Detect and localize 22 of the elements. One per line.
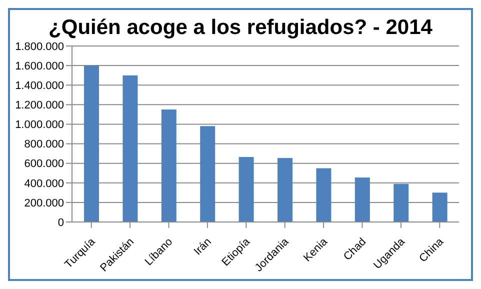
- y-tick-label: 0: [58, 216, 64, 229]
- bar: [200, 126, 216, 222]
- y-tick-label: 1.200.000: [15, 100, 64, 112]
- bar: [432, 192, 448, 222]
- y-tick-label: 1.600.000: [15, 60, 64, 72]
- y-tick-label: 1.800.000: [15, 40, 64, 53]
- bar: [161, 110, 176, 222]
- bar: [278, 158, 292, 222]
- y-tick-label: 800.000: [24, 138, 64, 151]
- chart-title: ¿Quién acoge a los refugiados? - 2014: [48, 16, 434, 40]
- bar: [394, 184, 409, 222]
- bar: [238, 156, 254, 222]
- bar: [122, 75, 138, 222]
- y-tick-label: 1.400.000: [15, 80, 64, 92]
- bar: [354, 178, 370, 222]
- y-tick-label: 200.000: [24, 197, 64, 210]
- bar: [316, 168, 332, 222]
- bar: [84, 66, 99, 222]
- x-tick-label: Irán: [192, 236, 214, 258]
- y-tick-label: 600.000: [24, 158, 64, 170]
- y-tick-label: 1.000.000: [15, 119, 64, 132]
- y-tick-label: 400.000: [24, 178, 64, 190]
